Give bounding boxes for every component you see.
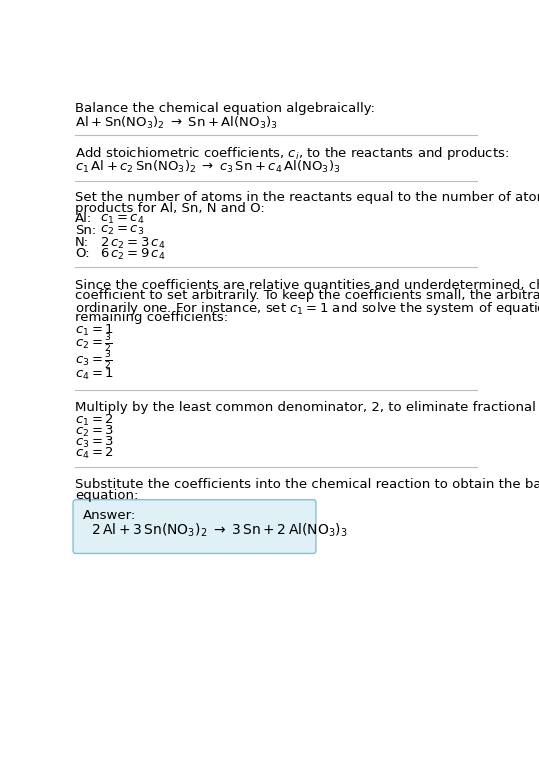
Text: $c_3 = 3$: $c_3 = 3$ [75, 435, 114, 450]
Text: $c_1\,\mathrm{Al} + c_2\,\mathrm{Sn(NO_3)_2} \;\rightarrow\; c_3\,\mathrm{Sn} + : $c_1\,\mathrm{Al} + c_2\,\mathrm{Sn(NO_3… [75, 159, 341, 174]
Text: $c_4 = 1$: $c_4 = 1$ [75, 368, 114, 382]
Text: $6\,c_2 = 9\,c_4$: $6\,c_2 = 9\,c_4$ [100, 247, 165, 262]
Text: Answer:: Answer: [83, 509, 136, 522]
Text: $c_2 = \frac{3}{2}$: $c_2 = \frac{3}{2}$ [75, 333, 113, 356]
Text: products for Al, Sn, N and O:: products for Al, Sn, N and O: [75, 202, 265, 214]
Text: Balance the chemical equation algebraically:: Balance the chemical equation algebraica… [75, 102, 375, 114]
Text: Al:: Al: [75, 213, 92, 225]
FancyBboxPatch shape [73, 500, 316, 554]
Text: N:: N: [75, 235, 89, 249]
Text: $\mathrm{Al + Sn(NO_3)_2 \;\rightarrow\; Sn + Al(NO_3)_3}$: $\mathrm{Al + Sn(NO_3)_2 \;\rightarrow\;… [75, 115, 278, 131]
Text: O:: O: [75, 247, 90, 260]
Text: $c_1 = c_4$: $c_1 = c_4$ [100, 213, 144, 225]
Text: Sn:: Sn: [75, 224, 96, 237]
Text: ordinarily one. For instance, set $c_1 = 1$ and solve the system of equations fo: ordinarily one. For instance, set $c_1 =… [75, 300, 539, 317]
Text: Set the number of atoms in the reactants equal to the number of atoms in the: Set the number of atoms in the reactants… [75, 191, 539, 204]
Text: coefficient to set arbitrarily. To keep the coefficients small, the arbitrary va: coefficient to set arbitrarily. To keep … [75, 289, 539, 303]
Text: $2\,c_2 = 3\,c_4$: $2\,c_2 = 3\,c_4$ [100, 235, 165, 250]
Text: $\mathrm{2\,Al + 3\,Sn(NO_3)_2 \;\rightarrow\; 3\,Sn + 2\,Al(NO_3)_3}$: $\mathrm{2\,Al + 3\,Sn(NO_3)_2 \;\righta… [91, 521, 347, 539]
Text: $c_1 = 1$: $c_1 = 1$ [75, 322, 114, 338]
Text: $c_2 = 3$: $c_2 = 3$ [75, 424, 114, 439]
Text: $c_3 = \frac{3}{2}$: $c_3 = \frac{3}{2}$ [75, 350, 113, 372]
Text: $c_1 = 2$: $c_1 = 2$ [75, 414, 114, 429]
Text: Add stoichiometric coefficients, $c_i$, to the reactants and products:: Add stoichiometric coefficients, $c_i$, … [75, 145, 509, 163]
Text: Multiply by the least common denominator, 2, to eliminate fractional coefficient: Multiply by the least common denominator… [75, 401, 539, 414]
Text: $c_4 = 2$: $c_4 = 2$ [75, 446, 114, 461]
Text: Substitute the coefficients into the chemical reaction to obtain the balanced: Substitute the coefficients into the che… [75, 478, 539, 491]
Text: $c_2 = c_3$: $c_2 = c_3$ [100, 224, 144, 237]
Text: remaining coefficients:: remaining coefficients: [75, 311, 228, 324]
Text: equation:: equation: [75, 489, 139, 502]
Text: Since the coefficients are relative quantities and underdetermined, choose a: Since the coefficients are relative quan… [75, 278, 539, 292]
